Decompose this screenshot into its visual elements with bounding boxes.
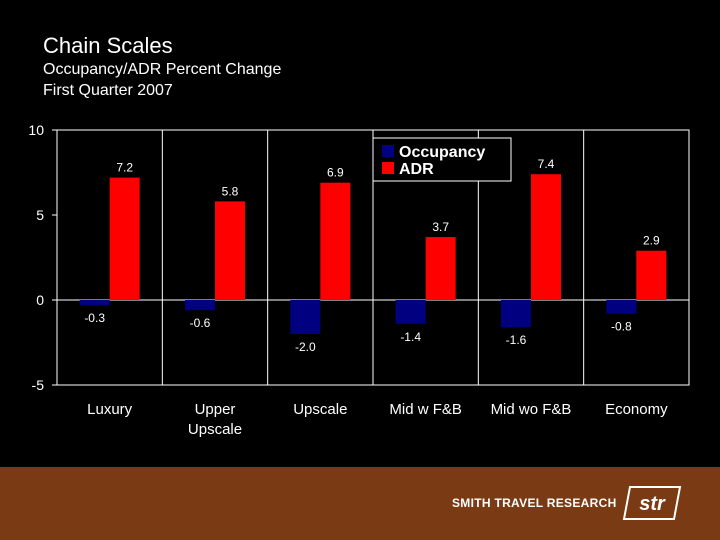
bar-occupancy bbox=[395, 300, 426, 324]
legend-label: Occupancy bbox=[399, 144, 485, 161]
legend-box bbox=[372, 137, 512, 182]
data-label: -1.4 bbox=[400, 330, 421, 344]
y-tick-label: 5 bbox=[36, 207, 44, 223]
data-label: 6.9 bbox=[327, 166, 344, 180]
str-logo-icon: str bbox=[622, 486, 682, 520]
bar-occupancy bbox=[185, 300, 215, 311]
bar-occupancy bbox=[290, 300, 321, 334]
data-label: 2.9 bbox=[643, 234, 660, 248]
legend-label: ADR bbox=[399, 161, 434, 178]
bar-chart: -5 0 5 10 Luxury -0.3 7.2 Upper Upscale -0.6 5.8 Up… bbox=[28, 122, 690, 438]
bar-occupancy bbox=[606, 300, 637, 314]
x-tick-label: Economy bbox=[605, 401, 668, 418]
bar-adr bbox=[215, 201, 245, 300]
x-tick-label: Luxury bbox=[87, 401, 133, 418]
logo-text: str bbox=[639, 493, 666, 515]
x-tick-label: Mid w F&B bbox=[389, 401, 462, 418]
brand-name: SMITH TRAVEL RESEARCH bbox=[452, 496, 617, 510]
bar-adr bbox=[425, 237, 456, 300]
data-label: -0.3 bbox=[84, 311, 105, 325]
bar-adr bbox=[109, 177, 140, 300]
x-tick-label: Upper bbox=[195, 401, 236, 418]
slide-title: Chain Scales bbox=[43, 33, 173, 58]
title-block: Chain Scales Occupancy/ADR Percent Chang… bbox=[43, 33, 281, 101]
bar-occupancy bbox=[501, 300, 531, 328]
y-tick-label: 0 bbox=[36, 292, 44, 308]
data-label: -0.8 bbox=[611, 320, 632, 334]
data-label: 7.2 bbox=[116, 161, 133, 175]
data-label: 5.8 bbox=[222, 184, 239, 198]
data-label: -0.6 bbox=[190, 316, 211, 330]
legend-swatch bbox=[382, 162, 394, 174]
y-tick-label: 10 bbox=[28, 122, 44, 138]
legend-swatch bbox=[382, 145, 394, 157]
slide-subtitle-period: First Quarter 2007 bbox=[43, 82, 173, 99]
data-label: -1.6 bbox=[506, 333, 527, 347]
bar-adr bbox=[636, 250, 667, 300]
bar-occupancy bbox=[79, 300, 110, 306]
bar-adr bbox=[320, 182, 351, 300]
data-label: 7.4 bbox=[538, 157, 555, 171]
footer-bar: SMITH TRAVEL RESEARCH str bbox=[0, 467, 720, 540]
y-tick-label: -5 bbox=[32, 377, 45, 393]
bar-adr bbox=[531, 174, 561, 300]
x-tick-label: Mid wo F&B bbox=[491, 401, 572, 418]
x-tick-label: Upscale bbox=[293, 401, 347, 418]
data-label: 3.7 bbox=[432, 220, 449, 234]
slide-subtitle: Occupancy/ADR Percent Change bbox=[43, 61, 282, 78]
data-label: -2.0 bbox=[295, 340, 316, 354]
x-tick-label: Upscale bbox=[188, 421, 242, 438]
